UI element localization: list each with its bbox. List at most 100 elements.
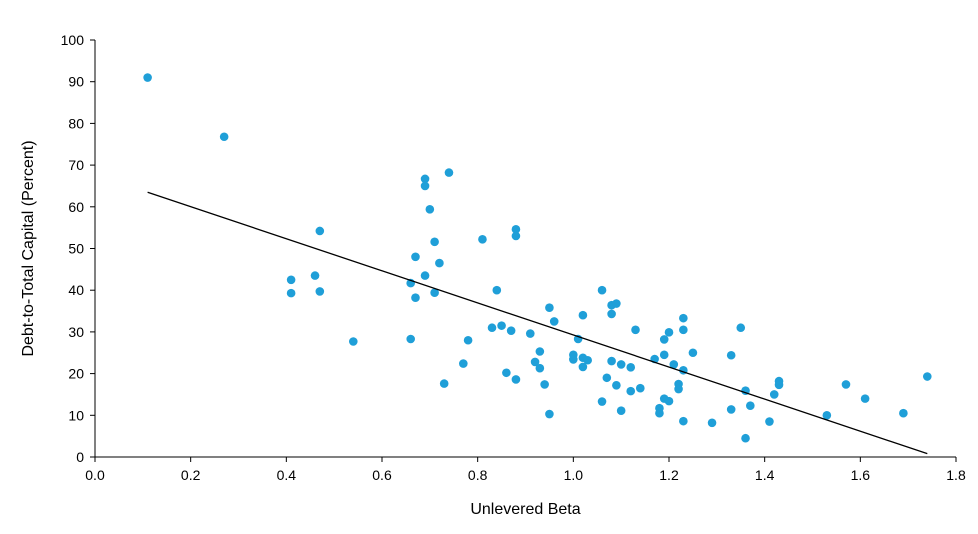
data-point — [143, 73, 152, 82]
data-point — [430, 288, 439, 298]
data-point — [219, 132, 229, 142]
data-point — [349, 337, 358, 346]
data-point — [688, 348, 698, 358]
axes — [90, 39, 957, 462]
data-point — [841, 380, 851, 389]
data-point — [439, 379, 449, 388]
data-point — [497, 321, 506, 330]
data-point — [511, 225, 521, 234]
data-point — [726, 350, 736, 360]
y-tick-labels: 0 10 20 30 40 50 60 70 80 90 100 — [61, 32, 85, 465]
data-point — [746, 401, 755, 411]
data-point — [569, 355, 578, 364]
data-point — [545, 409, 554, 419]
data-point — [530, 357, 540, 367]
data-point — [741, 433, 750, 443]
data-point — [612, 299, 621, 308]
data-point — [540, 380, 549, 389]
data-point — [602, 373, 612, 383]
data-point — [726, 405, 736, 414]
data-point — [487, 323, 497, 333]
data-point — [525, 329, 535, 338]
data-point — [631, 325, 640, 335]
data-point — [626, 363, 636, 372]
data-point — [511, 375, 521, 384]
y-tick-label: 60 — [68, 199, 84, 215]
data-point — [607, 356, 616, 366]
x-tick-label: 0.4 — [277, 467, 297, 483]
x-tick-label: 0.6 — [372, 467, 392, 483]
y-tick-label: 100 — [61, 32, 85, 48]
data-point — [411, 293, 420, 303]
data-point — [549, 317, 559, 326]
data-point — [860, 394, 870, 403]
data-point — [535, 347, 545, 356]
data-point — [506, 326, 516, 335]
data-point — [420, 174, 430, 184]
x-tick-labels: 0.0 0.2 0.4 0.6 0.8 1.0 1.2 1.4 1.6 1.8 — [85, 467, 966, 483]
x-tick-label: 1.0 — [564, 467, 584, 483]
data-point — [492, 285, 502, 295]
y-tick-label: 50 — [68, 241, 84, 257]
data-point — [923, 372, 932, 381]
y-tick-label: 70 — [68, 157, 84, 173]
data-point — [583, 355, 592, 365]
data-point — [286, 288, 296, 298]
data-point — [626, 386, 636, 396]
y-tick-label: 30 — [68, 324, 84, 340]
data-point — [310, 271, 320, 280]
data-point — [406, 334, 416, 344]
data-point — [597, 285, 607, 295]
trendline — [147, 191, 928, 455]
data-point — [502, 368, 511, 378]
data-point — [765, 417, 774, 426]
y-tick-label: 80 — [68, 115, 84, 131]
data-point — [511, 231, 521, 241]
data-point — [612, 380, 621, 390]
y-axis-title: Debt-to-Total Capital (Percent) — [20, 140, 37, 356]
data-point — [430, 237, 439, 247]
data-point — [664, 396, 674, 406]
data-point — [459, 359, 468, 368]
data-point — [545, 303, 554, 313]
x-tick-label: 0.2 — [181, 467, 201, 483]
y-tick-label: 90 — [68, 74, 84, 90]
data-point — [679, 325, 688, 335]
data-point — [286, 275, 296, 285]
data-point — [679, 416, 688, 426]
data-point — [616, 406, 626, 416]
data-point — [420, 181, 430, 191]
data-point — [664, 328, 674, 337]
data-point — [425, 205, 435, 214]
data-point — [899, 408, 908, 418]
x-tick-label: 1.2 — [659, 467, 679, 483]
data-point — [769, 390, 779, 399]
data-point — [315, 287, 325, 296]
data-point — [435, 258, 444, 268]
data-point — [674, 384, 683, 394]
data-point — [463, 335, 473, 345]
data-point — [315, 226, 325, 236]
data-point — [578, 362, 588, 372]
data-point — [659, 335, 669, 344]
data-point — [578, 310, 588, 320]
data-point — [679, 313, 688, 323]
data-point — [655, 408, 664, 418]
x-tick-label: 1.6 — [851, 467, 871, 483]
y-tick-label: 10 — [68, 407, 84, 423]
data-point — [597, 397, 607, 406]
data-point — [822, 411, 832, 420]
x-tick-label: 0.8 — [468, 467, 488, 483]
y-tick-label: 0 — [76, 449, 84, 465]
data-point — [444, 168, 454, 177]
x-tick-label: 0.0 — [85, 467, 105, 483]
x-tick-label: 1.4 — [755, 467, 775, 483]
x-axis-title: Unlevered Beta — [470, 501, 580, 518]
data-point — [636, 383, 645, 393]
data-point — [774, 380, 784, 390]
data-point — [535, 363, 545, 373]
x-tick-label: 1.8 — [946, 467, 966, 483]
y-tick-label: 20 — [68, 366, 84, 382]
data-point — [707, 418, 717, 428]
